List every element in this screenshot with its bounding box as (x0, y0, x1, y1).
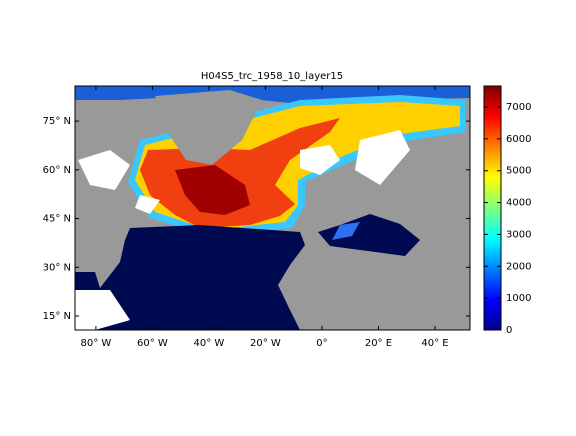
y-tick-label: 45° N (43, 214, 71, 225)
ocean-region (175, 165, 250, 215)
y-tick-label: 75° N (43, 116, 71, 127)
colorbar-tick-label: 0 (506, 325, 512, 336)
no-data (300, 145, 340, 175)
x-tick-label: 0° (316, 338, 327, 349)
chart-title: H04S5_trc_1958_10_layer15 (201, 71, 343, 82)
colorbar-tick-label: 7000 (506, 102, 531, 113)
no-data (75, 290, 130, 330)
y-tick-label: 60° N (43, 165, 71, 176)
no-data (78, 150, 130, 190)
land-mass (155, 90, 262, 165)
x-tick-label: 80° W (81, 338, 112, 349)
x-tick-label: 40° W (194, 338, 225, 349)
plot-frame (74, 85, 471, 331)
ocean-region (332, 222, 360, 240)
ocean-region (75, 225, 305, 330)
colorbar-tick-label: 4000 (506, 198, 531, 209)
map-field (75, 86, 470, 330)
x-tick-label: 20° E (365, 338, 392, 349)
colorbar-tick-label: 1000 (506, 293, 531, 304)
x-tick-label: 40° E (421, 338, 448, 349)
colorbar-tick-label: 5000 (506, 166, 531, 177)
colorbar-tick-label: 2000 (506, 261, 531, 272)
y-tick-label: 15° N (43, 311, 71, 322)
x-tick-label: 20° W (250, 338, 281, 349)
no-data (135, 195, 160, 214)
no-data (355, 130, 410, 185)
colorbar (483, 85, 502, 331)
colorbar-tick-label: 6000 (506, 134, 531, 145)
y-tick-label: 30° N (43, 262, 71, 273)
x-tick-label: 60° W (137, 338, 168, 349)
colorbar-tick-label: 3000 (506, 229, 531, 240)
